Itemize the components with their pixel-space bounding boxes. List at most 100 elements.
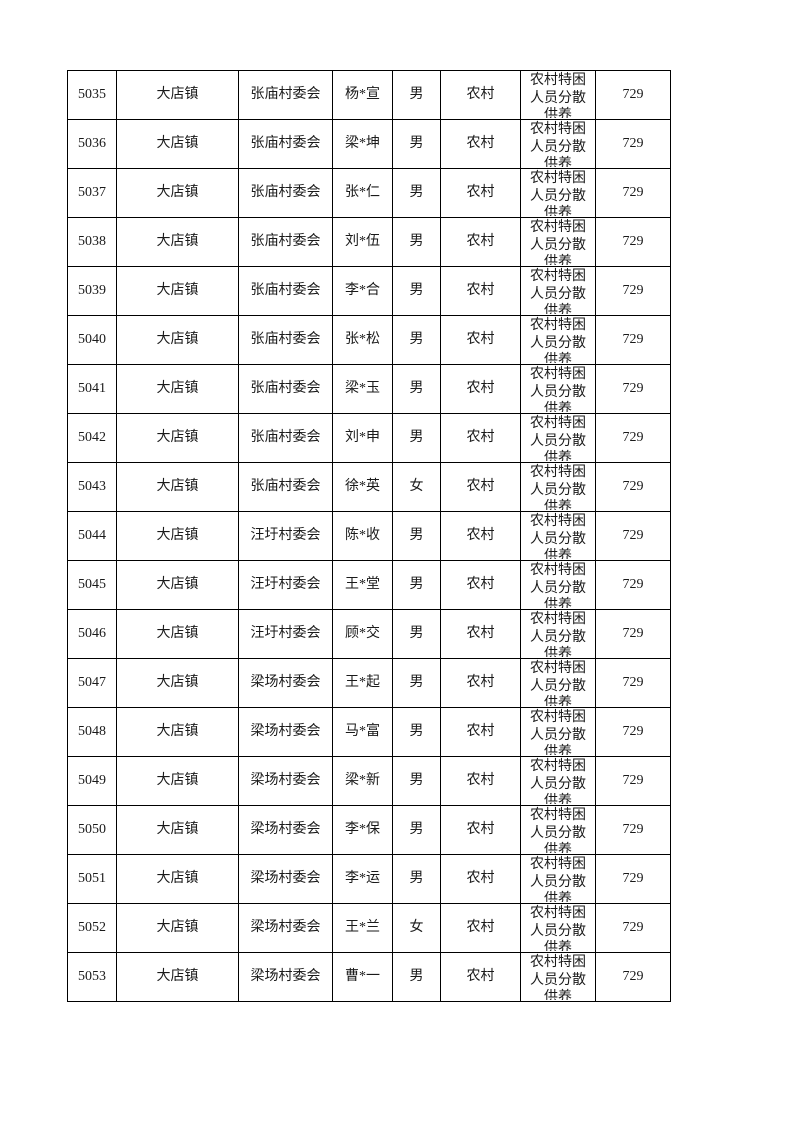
cell-amount: 729	[595, 952, 671, 1002]
cell-area: 农村	[440, 217, 521, 267]
cell-amount: 729	[595, 119, 671, 169]
cell-category-text: 农村特困人员分散供养	[530, 612, 586, 657]
table-row: 5050 大店镇 梁场村委会 李*保男农村 农村特困人员分散供养 729	[67, 805, 671, 855]
cell-town: 大店镇	[116, 315, 239, 365]
cell-village: 汪圩村委会	[238, 609, 333, 659]
cell-amount: 729	[595, 217, 671, 267]
cell-gender: 女	[392, 903, 441, 953]
cell-town: 大店镇	[116, 609, 239, 659]
table-row: 5052 大店镇 梁场村委会 王*兰女农村 农村特困人员分散供养 729	[67, 903, 671, 953]
cell-category: 农村特困人员分散供养	[520, 266, 596, 316]
cell-amount: 729	[595, 511, 671, 561]
table-row: 5053 大店镇 梁场村委会 曹*一男农村 农村特困人员分散供养 729	[67, 952, 671, 1002]
table-row: 5038 大店镇 张庙村委会 刘*伍男农村 农村特困人员分散供养 729	[67, 217, 671, 267]
cell-category-text: 农村特困人员分散供养	[530, 661, 586, 706]
cell-category-text: 农村特困人员分散供养	[530, 73, 586, 118]
table-row: 5046 大店镇 汪圩村委会 顾*交男农村 农村特困人员分散供养 729	[67, 609, 671, 659]
cell-area: 农村	[440, 609, 521, 659]
cell-category-text: 农村特困人员分散供养	[530, 857, 586, 902]
cell-name: 刘*伍	[332, 217, 393, 267]
table-row: 5048 大店镇 梁场村委会 马*富男农村 农村特困人员分散供养 729	[67, 707, 671, 757]
cell-category: 农村特困人员分散供养	[520, 609, 596, 659]
table-row: 5041 大店镇 张庙村委会 梁*玉男农村 农村特困人员分散供养 729	[67, 364, 671, 414]
cell-amount: 729	[595, 658, 671, 708]
cell-amount: 729	[595, 805, 671, 855]
cell-seq: 5037	[67, 168, 117, 218]
table-row: 5051 大店镇 梁场村委会 李*运男农村 农村特困人员分散供养 729	[67, 854, 671, 904]
cell-gender: 男	[392, 119, 441, 169]
cell-category-text: 农村特困人员分散供养	[530, 367, 586, 412]
cell-gender: 男	[392, 168, 441, 218]
cell-category: 农村特困人员分散供养	[520, 217, 596, 267]
cell-amount: 729	[595, 266, 671, 316]
cell-seq: 5039	[67, 266, 117, 316]
cell-name: 梁*玉	[332, 364, 393, 414]
cell-gender: 女	[392, 462, 441, 512]
cell-gender: 男	[392, 511, 441, 561]
cell-village: 梁场村委会	[238, 903, 333, 953]
cell-village: 张庙村委会	[238, 119, 333, 169]
cell-area: 农村	[440, 168, 521, 218]
cell-seq: 5036	[67, 119, 117, 169]
cell-seq: 5044	[67, 511, 117, 561]
cell-area: 农村	[440, 70, 521, 120]
cell-category-text: 农村特困人员分散供养	[530, 514, 586, 559]
cell-seq: 5041	[67, 364, 117, 414]
cell-category-text: 农村特困人员分散供养	[530, 122, 586, 167]
cell-village: 梁场村委会	[238, 658, 333, 708]
cell-gender: 男	[392, 658, 441, 708]
cell-category-text: 农村特困人员分散供养	[530, 220, 586, 265]
table-row: 5039 大店镇 张庙村委会 李*合男农村 农村特困人员分散供养 729	[67, 266, 671, 316]
records-table: 5035 大店镇 张庙村委会 杨*宣男农村 农村特困人员分散供养 729 5036 大店镇 张庙…	[67, 70, 671, 1002]
cell-town: 大店镇	[116, 119, 239, 169]
cell-name: 顾*交	[332, 609, 393, 659]
cell-amount: 729	[595, 707, 671, 757]
cell-town: 大店镇	[116, 168, 239, 218]
cell-village: 梁场村委会	[238, 707, 333, 757]
cell-seq: 5049	[67, 756, 117, 806]
cell-name: 梁*坤	[332, 119, 393, 169]
cell-category: 农村特困人员分散供养	[520, 805, 596, 855]
cell-seq: 5043	[67, 462, 117, 512]
cell-area: 农村	[440, 805, 521, 855]
cell-name: 张*仁	[332, 168, 393, 218]
cell-village: 张庙村委会	[238, 266, 333, 316]
cell-category-text: 农村特困人员分散供养	[530, 269, 586, 314]
cell-amount: 729	[595, 364, 671, 414]
cell-category: 农村特困人员分散供养	[520, 511, 596, 561]
cell-name: 李*合	[332, 266, 393, 316]
cell-category: 农村特困人员分散供养	[520, 70, 596, 120]
cell-village: 梁场村委会	[238, 805, 333, 855]
cell-name: 曹*一	[332, 952, 393, 1002]
cell-seq: 5052	[67, 903, 117, 953]
cell-gender: 男	[392, 854, 441, 904]
cell-seq: 5035	[67, 70, 117, 120]
cell-category: 农村特困人员分散供养	[520, 707, 596, 757]
cell-town: 大店镇	[116, 952, 239, 1002]
cell-name: 马*富	[332, 707, 393, 757]
cell-town: 大店镇	[116, 511, 239, 561]
cell-category: 农村特困人员分散供养	[520, 315, 596, 365]
cell-category: 农村特困人员分散供养	[520, 903, 596, 953]
cell-category: 农村特困人员分散供养	[520, 119, 596, 169]
table-row: 5037 大店镇 张庙村委会 张*仁男农村 农村特困人员分散供养 729	[67, 168, 671, 218]
cell-name: 徐*英	[332, 462, 393, 512]
cell-village: 张庙村委会	[238, 70, 333, 120]
cell-seq: 5047	[67, 658, 117, 708]
table-row: 5049 大店镇 梁场村委会 梁*新男农村 农村特困人员分散供养 729	[67, 756, 671, 806]
cell-gender: 男	[392, 70, 441, 120]
cell-category-text: 农村特困人员分散供养	[530, 710, 586, 755]
cell-area: 农村	[440, 462, 521, 512]
cell-seq: 5050	[67, 805, 117, 855]
table-row: 5036 大店镇 张庙村委会 梁*坤男农村 农村特困人员分散供养 729	[67, 119, 671, 169]
cell-category: 农村特困人员分散供养	[520, 168, 596, 218]
cell-village: 张庙村委会	[238, 364, 333, 414]
cell-name: 陈*收	[332, 511, 393, 561]
cell-seq: 5038	[67, 217, 117, 267]
cell-name: 王*起	[332, 658, 393, 708]
cell-area: 农村	[440, 413, 521, 463]
cell-town: 大店镇	[116, 413, 239, 463]
cell-name: 梁*新	[332, 756, 393, 806]
cell-area: 农村	[440, 756, 521, 806]
